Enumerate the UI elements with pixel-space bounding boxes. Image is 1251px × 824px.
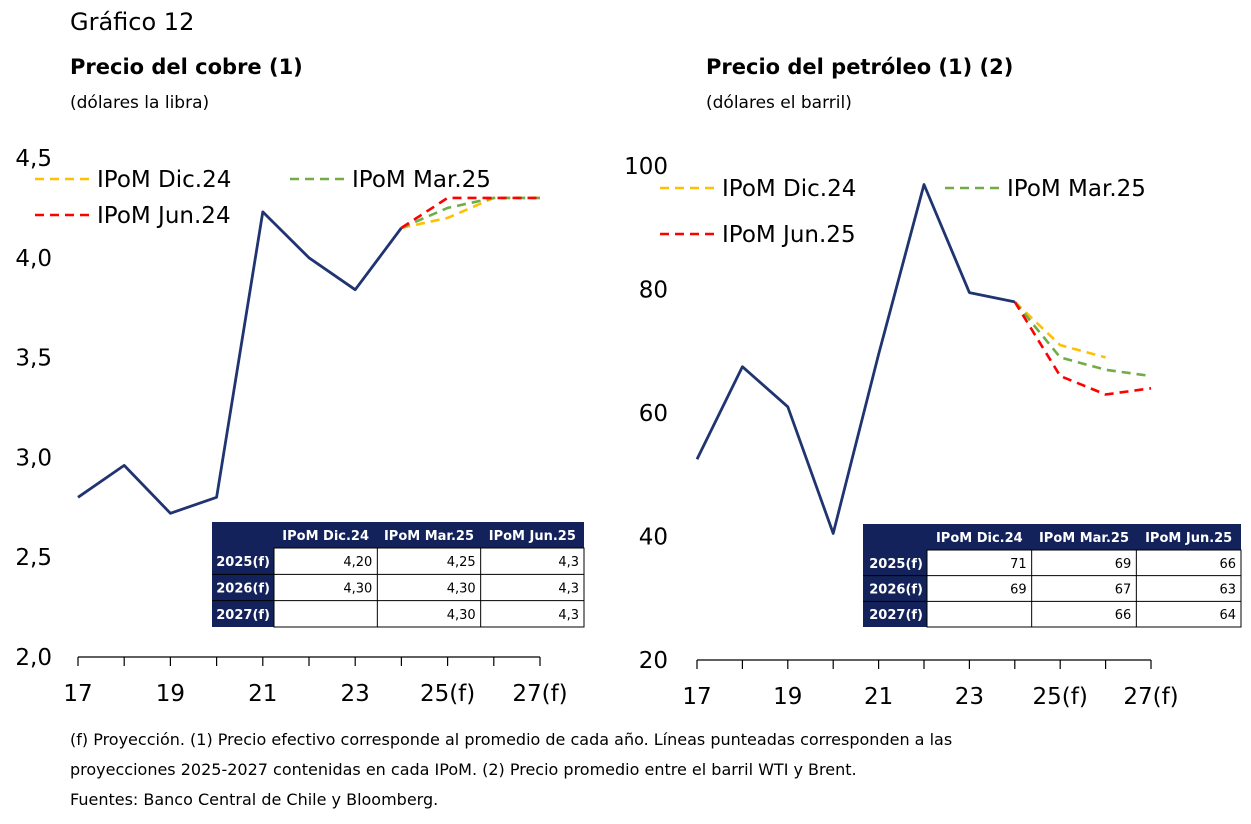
x-tick-label: 19	[156, 681, 185, 707]
projection-line	[400, 196, 540, 229]
y-tick-label: 3,0	[15, 445, 52, 471]
table-row-label: 2027(f)	[869, 608, 923, 623]
footnote-line-1: (f) Proyección. (1) Precio efectivo corr…	[70, 730, 953, 749]
table-cell: 66	[1115, 608, 1132, 623]
history-line	[695, 183, 1016, 535]
table-header-cell: IPoM Mar.25	[1039, 531, 1129, 546]
x-tick-label: 25(f)	[420, 681, 475, 707]
x-tick-label: 17	[63, 681, 92, 707]
projection-line	[1013, 301, 1152, 378]
projection-line	[1013, 301, 1152, 396]
footnote-line-2: proyecciones 2025-2027 contenidas en cad…	[70, 760, 857, 779]
x-tick-label: 23	[341, 681, 370, 707]
table-cell: 4,30	[447, 608, 476, 623]
x-tick-label: 21	[248, 681, 277, 707]
table-row-label: 2026(f)	[869, 583, 923, 598]
legend-label: IPoM Jun.24	[97, 203, 231, 229]
oil-chart: 17 19 21 23 25(f) 27(f) 20 40 60 80 100 IPoM Dic.24…	[624, 154, 1242, 710]
oil-chart-title: Precio del petróleo (1) (2)	[706, 55, 1013, 79]
table-cell: 4,3	[558, 608, 579, 623]
y-tick-label: 4,0	[15, 246, 52, 272]
y-tick-label: 100	[624, 154, 668, 180]
table-row-label: 2026(f)	[216, 582, 270, 597]
y-tick-label: 80	[639, 278, 668, 304]
y-tick-label: 3,5	[15, 346, 52, 372]
x-tick-label: 19	[773, 684, 802, 710]
table-cell: 69	[1115, 557, 1132, 572]
table-body	[926, 549, 1242, 628]
table-row-label: 2025(f)	[216, 555, 270, 570]
table-cell: 4,25	[447, 555, 476, 570]
table-header-cell: IPoM Jun.25	[1145, 531, 1232, 546]
y-tick-label: 2,0	[15, 645, 52, 671]
copper-chart-title: Precio del cobre (1)	[70, 55, 303, 79]
x-tick-label: 25(f)	[1033, 684, 1088, 710]
table-row-label: 2025(f)	[869, 557, 923, 572]
table-cell: 4,3	[558, 582, 579, 597]
table-header-cell: IPoM Jun.25	[489, 529, 576, 544]
table-header-cell: IPoM Dic.24	[282, 529, 369, 544]
y-tick-label: 2,5	[15, 545, 52, 571]
legend-label: IPoM Mar.25	[352, 167, 491, 193]
x-tick-label: 23	[955, 684, 984, 710]
projection-line	[1013, 300, 1106, 359]
figure-label: Gráfico 12	[70, 8, 194, 36]
copper-chart-subtitle: (dólares la libra)	[70, 93, 209, 113]
footnote-line-3: Fuentes: Banco Central de Chile y Bloomb…	[70, 790, 439, 809]
table-cell: 4,3	[558, 555, 579, 570]
history-line	[77, 210, 403, 515]
x-tick-label: 21	[864, 684, 893, 710]
projection-line	[401, 196, 540, 230]
table-cell: 67	[1115, 583, 1132, 598]
table-cell: 4,20	[343, 555, 372, 570]
legend-label: IPoM Dic.24	[722, 176, 856, 202]
y-tick-label: 4,5	[15, 146, 52, 172]
table-cell: 69	[1010, 583, 1027, 598]
table-cell: 63	[1219, 583, 1236, 598]
y-tick-label: 20	[639, 648, 668, 674]
table-cell: 64	[1219, 608, 1236, 623]
legend-label: IPoM Dic.24	[97, 167, 231, 193]
table-cell: 4,30	[447, 582, 476, 597]
legend-label: IPoM Mar.25	[1007, 176, 1146, 202]
x-tick-label: 27(f)	[1123, 684, 1178, 710]
table-cell: 66	[1219, 557, 1236, 572]
copper-chart: 17 19 21 23 25(f) 27(f) 2,0 2,5 3,0 3,5 4,0 4,5 IPoM…	[15, 146, 585, 707]
x-tick-label: 27(f)	[512, 681, 567, 707]
oil-chart-subtitle: (dólares el barril)	[706, 93, 852, 113]
table-cell: 4,30	[343, 582, 372, 597]
x-tick-label: 17	[682, 684, 711, 710]
table-row-label: 2027(f)	[216, 608, 270, 623]
table-body	[273, 547, 585, 628]
y-tick-label: 60	[639, 401, 668, 427]
table-cell: 71	[1010, 557, 1027, 572]
table-header-cell: IPoM Mar.25	[384, 529, 474, 544]
y-tick-label: 40	[639, 525, 668, 551]
legend-label: IPoM Jun.25	[722, 222, 856, 248]
table-header-cell: IPoM Dic.24	[936, 531, 1023, 546]
